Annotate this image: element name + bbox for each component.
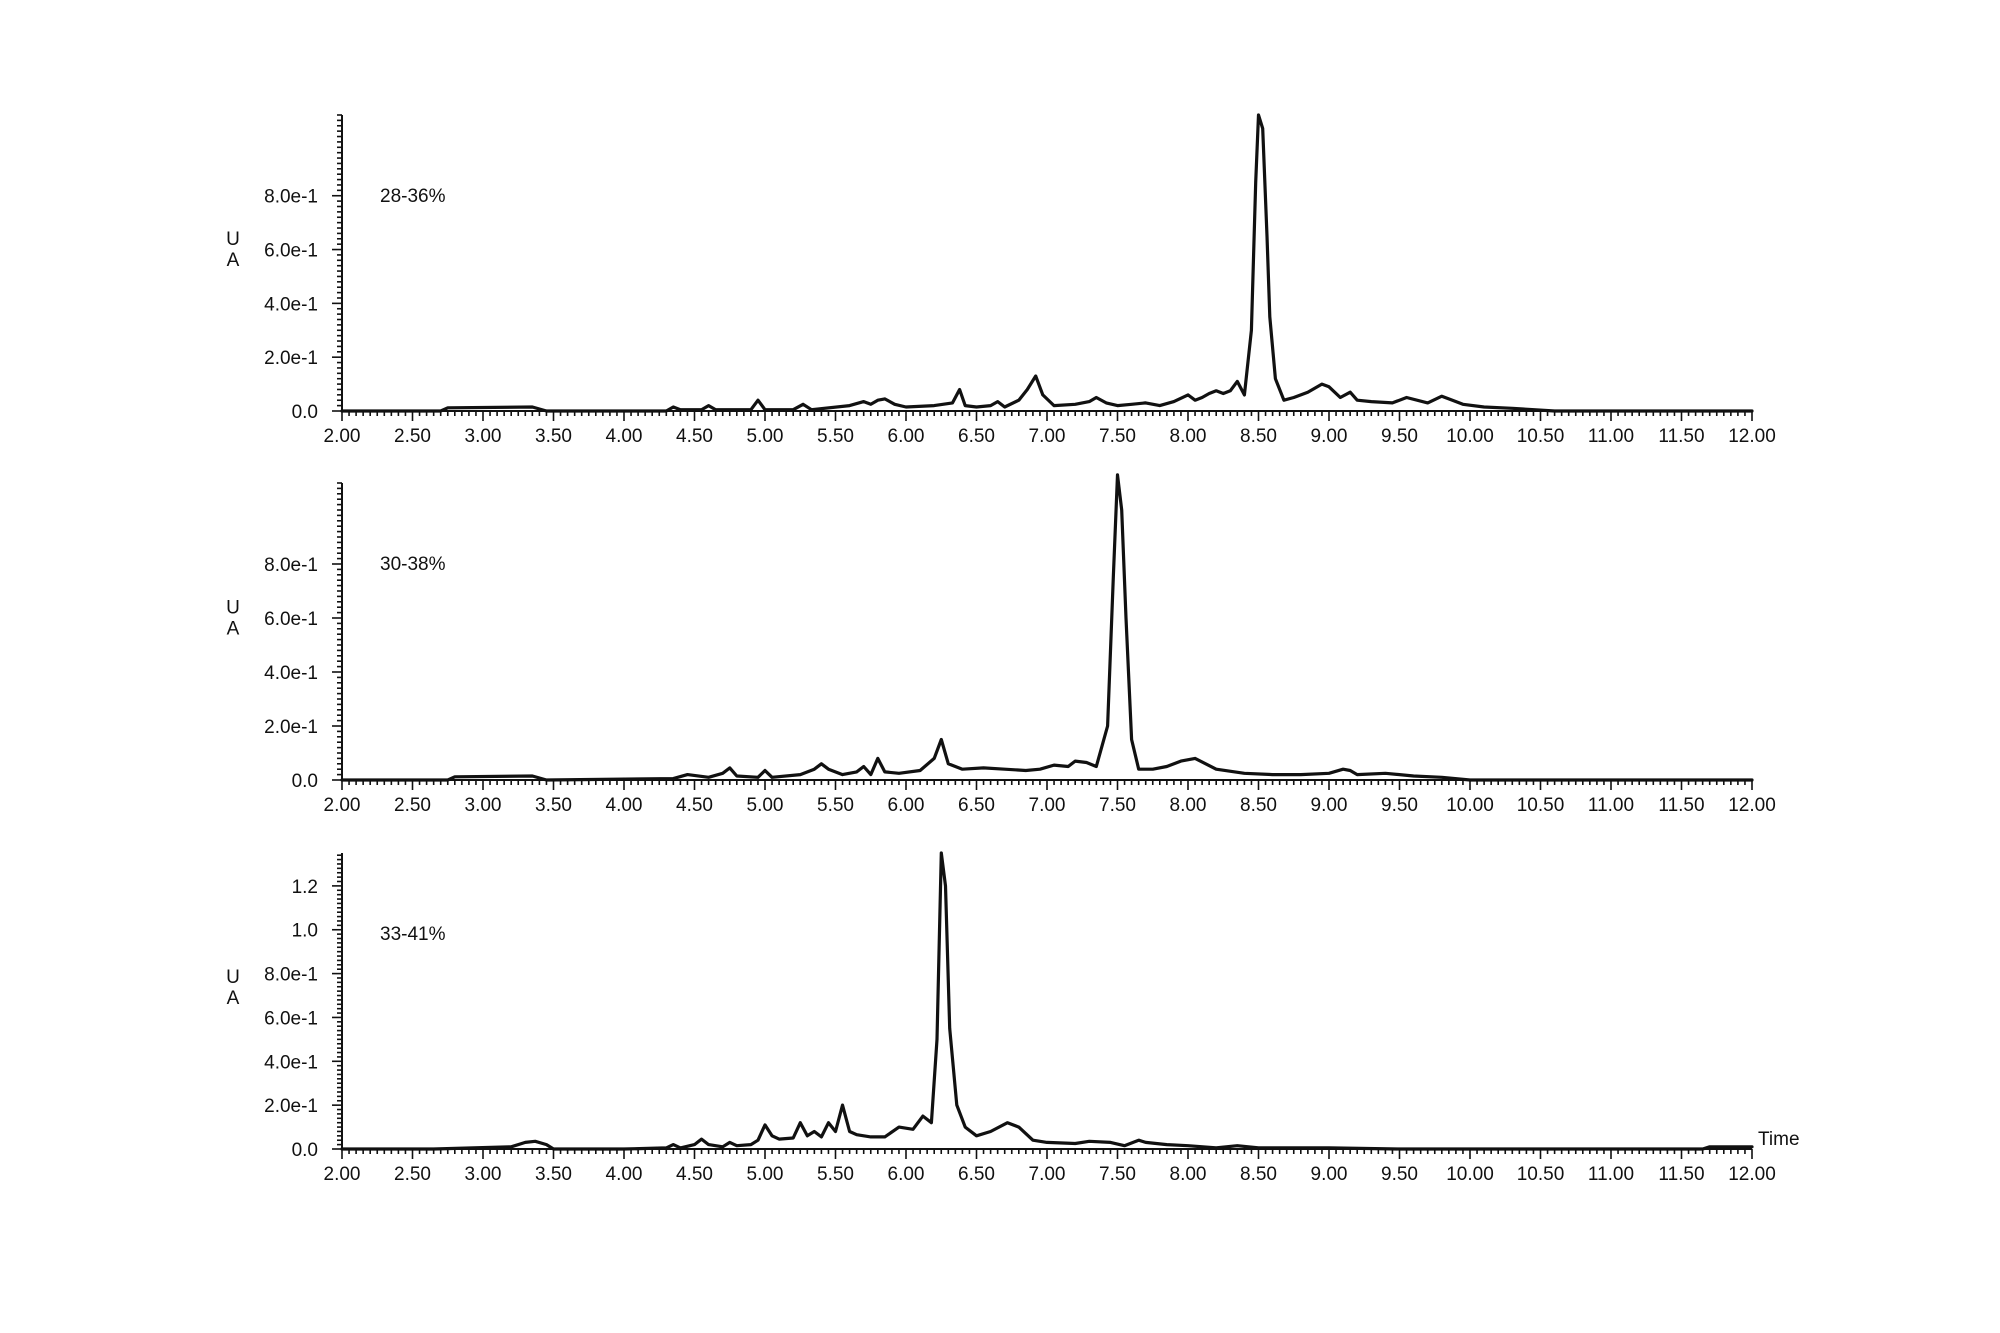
chart-panel-2: 2.00 2.50 3.00 3.50 4.00 4.50 5.00 5.50 6.00 6.50… xyxy=(226,473,1776,816)
x-tick-label: 8.00 xyxy=(1170,426,1207,447)
x-tick-label: 4.00 xyxy=(606,426,643,447)
y-tick-label: 0.0 xyxy=(292,1140,318,1161)
x-tick-label: 4.50 xyxy=(676,426,713,447)
x-tick-label: 5.50 xyxy=(817,426,854,447)
x-tick-label: 7.00 xyxy=(1029,795,1066,816)
y-tick-label: 2.0e-1 xyxy=(264,717,318,738)
y-tick-label: 8.0e-1 xyxy=(264,555,318,576)
x-tick-label: 10.00 xyxy=(1446,795,1494,816)
x-tick-label: 5.50 xyxy=(817,1164,854,1185)
x-tick-label: 9.00 xyxy=(1311,426,1348,447)
y-tick-label: 4.0e-1 xyxy=(264,663,318,684)
x-tick-label: 2.00 xyxy=(324,795,361,816)
x-tick-label: 7.00 xyxy=(1029,426,1066,447)
chart-panel-3: 2.00 2.50 3.00 3.50 4.00 4.50 5.00 5.50 6.00 6.50… xyxy=(226,851,1800,1185)
x-tick-label: 9.50 xyxy=(1381,1164,1418,1185)
x-tick-label: 8.00 xyxy=(1170,795,1207,816)
y-tick-label: 6.0e-1 xyxy=(264,1008,318,1029)
x-tick-label: 7.00 xyxy=(1029,1164,1066,1185)
x-tick-label: 9.50 xyxy=(1381,426,1418,447)
x-tick-label: 8.50 xyxy=(1240,795,1277,816)
x-tick-label: 9.00 xyxy=(1311,1164,1348,1185)
x-tick-label: 2.50 xyxy=(394,426,431,447)
y-tick-label: 1.0 xyxy=(292,921,318,942)
y-tick-label: 2.0e-1 xyxy=(264,1096,318,1117)
x-tick-label: 12.00 xyxy=(1728,795,1776,816)
x-tick-label: 11.50 xyxy=(1658,1164,1704,1185)
x-tick-label: 6.00 xyxy=(888,426,925,447)
x-tick-label: 11.00 xyxy=(1588,795,1634,816)
x-tick-label: 6.00 xyxy=(888,1164,925,1185)
x-tick-label: 3.50 xyxy=(535,426,572,447)
y-tick-label: 4.0e-1 xyxy=(264,1052,318,1073)
x-tick-label: 8.50 xyxy=(1240,1164,1277,1185)
x-tick-label: 4.50 xyxy=(676,1164,713,1185)
x-tick-label: 6.50 xyxy=(958,1164,995,1185)
x-tick-label: 10.50 xyxy=(1517,1164,1565,1185)
x-tick-label: 6.50 xyxy=(958,426,995,447)
x-tick-label: 4.50 xyxy=(676,795,713,816)
x-tick-label: 8.50 xyxy=(1240,426,1277,447)
panel-label: 28-36% xyxy=(380,186,446,207)
y-tick-label: 0.0 xyxy=(292,402,318,423)
y-tick-label: 8.0e-1 xyxy=(264,187,318,208)
panel-label: 30-38% xyxy=(380,554,446,575)
x-tick-label: 8.00 xyxy=(1170,1164,1207,1185)
x-tick-label: 5.00 xyxy=(747,426,784,447)
x-tick-label: 12.00 xyxy=(1728,426,1776,447)
x-tick-label: 2.00 xyxy=(324,1164,361,1185)
x-tick-label: 11.50 xyxy=(1658,426,1704,447)
x-tick-label: 10.50 xyxy=(1517,426,1565,447)
x-axis-title: Time xyxy=(1758,1129,1800,1150)
x-tick-label: 7.50 xyxy=(1099,1164,1136,1185)
x-tick-label: 10.00 xyxy=(1446,426,1494,447)
x-tick-label: 11.00 xyxy=(1588,426,1634,447)
x-tick-label: 9.50 xyxy=(1381,795,1418,816)
x-tick-label: 7.50 xyxy=(1099,426,1136,447)
y-tick-label: 1.2 xyxy=(292,877,318,898)
x-tick-label: 10.00 xyxy=(1446,1164,1494,1185)
x-tick-label: 4.00 xyxy=(606,1164,643,1185)
y-tick-label: 6.0e-1 xyxy=(264,609,318,630)
x-tick-label: 2.50 xyxy=(394,1164,431,1185)
y-tick-label: 6.0e-1 xyxy=(264,241,318,262)
x-tick-label: 9.00 xyxy=(1311,795,1348,816)
x-tick-label: 2.50 xyxy=(394,795,431,816)
x-tick-label: 3.50 xyxy=(535,795,572,816)
y-tick-label: 4.0e-1 xyxy=(264,294,318,315)
y-tick-label: 2.0e-1 xyxy=(264,348,318,369)
x-tick-label: 3.00 xyxy=(465,795,502,816)
x-tick-label: 7.50 xyxy=(1099,795,1136,816)
panel-label: 33-41% xyxy=(380,924,446,945)
chromatogram-trace xyxy=(340,851,1754,1151)
x-tick-label: 10.50 xyxy=(1517,795,1565,816)
x-tick-label: 5.00 xyxy=(747,1164,784,1185)
x-tick-label: 12.00 xyxy=(1728,1164,1776,1185)
y-tick-label: 0.0 xyxy=(292,771,318,792)
chart-panel-1: 2.00 2.50 3.00 3.50 4.00 4.50 5.00 5.50 6.00 6.50… xyxy=(226,113,1776,447)
x-tick-label: 11.00 xyxy=(1588,1164,1634,1185)
x-tick-label: 11.50 xyxy=(1658,795,1704,816)
y-tick-label: 8.0e-1 xyxy=(264,965,318,986)
x-tick-label: 5.50 xyxy=(817,795,854,816)
x-tick-label: 3.00 xyxy=(465,1164,502,1185)
x-tick-label: 6.50 xyxy=(958,795,995,816)
x-tick-label: 6.00 xyxy=(888,795,925,816)
x-tick-label: 3.50 xyxy=(535,1164,572,1185)
x-tick-label: 4.00 xyxy=(606,795,643,816)
x-tick-label: 3.00 xyxy=(465,426,502,447)
chromatogram-trace xyxy=(340,473,1754,782)
x-tick-label: 2.00 xyxy=(324,426,361,447)
chromatogram-trace xyxy=(340,113,1754,413)
x-tick-label: 5.00 xyxy=(747,795,784,816)
